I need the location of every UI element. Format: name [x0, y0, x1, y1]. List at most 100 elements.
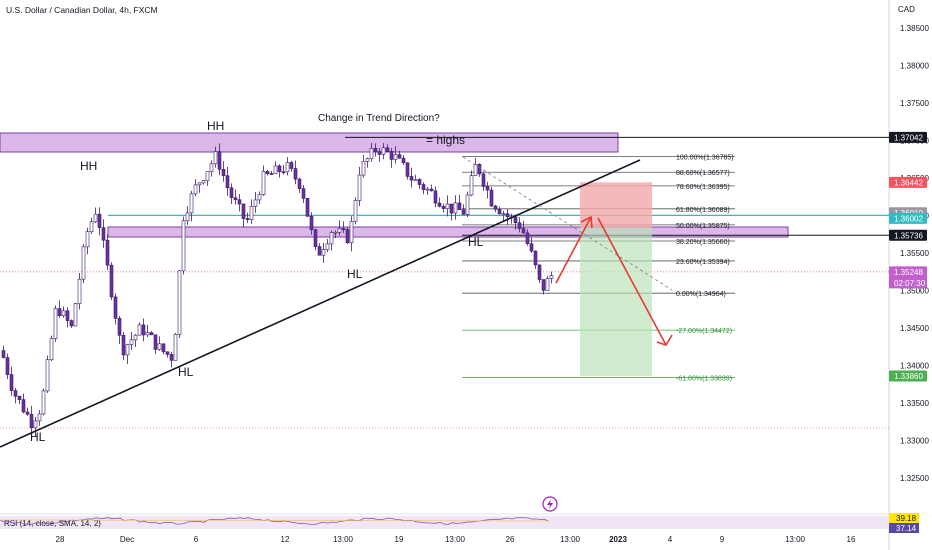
candle-body: [261, 171, 266, 195]
candle-body: [5, 357, 10, 375]
price-tick-7: 1.35000: [900, 287, 929, 296]
candle-body: [145, 332, 150, 336]
price-tag-value-0: 1.37042: [894, 133, 923, 142]
candle-body: [133, 334, 138, 341]
candle-body: [381, 147, 386, 155]
candle-body: [129, 339, 134, 345]
price-tag-5: [889, 266, 927, 289]
price-tick-2: 1.37500: [900, 99, 929, 108]
hl-label-4: HL: [30, 430, 46, 444]
candle-body: [125, 344, 130, 356]
candle-body: [41, 390, 46, 415]
horizontal-lines-layer: [0, 136, 889, 429]
time-tick-7: 26: [506, 535, 515, 544]
candle-body: [333, 231, 338, 234]
candle-body: [289, 162, 294, 169]
projection-arrowhead-down: [656, 334, 673, 346]
candle-body: [389, 151, 394, 160]
candle-body: [533, 250, 538, 266]
candle-body: [525, 232, 530, 244]
rsi-value-tag: [889, 523, 919, 533]
candle-body: [181, 220, 186, 272]
fib-label-1: 88.60%(1.36577): [676, 170, 730, 177]
take-profit-zone: [580, 227, 652, 376]
candle-body: [21, 399, 26, 413]
projection-arrow-up: [555, 216, 592, 284]
candle-body: [485, 186, 490, 191]
candle-body: [197, 182, 202, 186]
candle-body: [101, 227, 106, 241]
lightning-event-icon[interactable]: [542, 496, 558, 512]
candle-body: [357, 174, 362, 201]
fib-label-5: 38.20%(1.35660): [676, 239, 730, 246]
fib-label-4: 50.00%(1.35875): [676, 223, 730, 230]
candle-body: [85, 231, 90, 248]
rsi-sma-line: [0, 519, 551, 522]
candle-body: [497, 209, 502, 215]
fib-label-0: 100.00%(1.36785): [676, 155, 734, 162]
hh-label-2: HH: [80, 159, 97, 173]
candle-body: [425, 188, 430, 191]
candle-body: [173, 334, 178, 361]
candle-body: [185, 212, 190, 222]
price-tag-value-1: 1.36442: [894, 178, 923, 187]
candle-body: [113, 296, 118, 319]
candle-body: [97, 213, 102, 228]
candle-body: [253, 199, 258, 207]
candle-body: [201, 180, 206, 184]
candle-body: [205, 171, 210, 181]
candle-body: [141, 324, 146, 336]
candle-body: [73, 303, 78, 327]
price-tag-value-3: 1.36002: [894, 214, 923, 223]
candle-body: [281, 171, 286, 173]
candle-body: [65, 310, 70, 321]
candle-body: [445, 203, 450, 209]
candle-body: [245, 218, 250, 220]
candle-body: [225, 175, 230, 189]
time-tick-2: 6: [194, 535, 199, 544]
candle-body: [477, 163, 482, 175]
price-tick-9: 1.34000: [900, 362, 929, 371]
price-axis[interactable]: 1.385001.380001.375001.370001.365001.360…: [900, 24, 929, 483]
fib-label-2: 78.60%(1.36395): [676, 184, 730, 191]
time-tick-12: 13:00: [785, 535, 806, 544]
fib-label-7: 0.00%(1.34964): [676, 291, 726, 298]
plot-background: [0, 0, 889, 550]
candle-body: [521, 228, 526, 234]
candle-body: [337, 228, 342, 233]
price-tick-0: 1.38500: [900, 24, 929, 33]
price-tag-0: [889, 131, 927, 143]
candle-body: [161, 343, 166, 353]
candle-body: [249, 206, 254, 220]
candle-body: [549, 275, 554, 279]
time-axis[interactable]: 28 Dec 6 12 13:00 19 13:00 26 13:00 2023 4 9 13:00 16: [56, 535, 856, 544]
hl-label-3: HL: [178, 365, 194, 379]
price-tick-11: 1.33000: [900, 437, 929, 446]
price-tick-12: 1.32500: [900, 474, 929, 483]
candle-body: [193, 184, 198, 195]
candle-body: [441, 206, 446, 209]
candle-body: [481, 173, 486, 187]
price-tag-6: [889, 370, 927, 382]
resistance-zone: [0, 132, 619, 153]
price-markers-layer: 1.370421.364421.360101.360021.357361.352…: [889, 131, 927, 382]
price-tick-10: 1.33500: [900, 399, 929, 408]
candle-body: [401, 157, 406, 164]
candle-body: [117, 318, 122, 336]
candle-body: [241, 203, 246, 219]
hl-label-2: HL: [468, 235, 484, 249]
candle-body: [29, 413, 34, 429]
candle-body: [61, 310, 66, 316]
symbol-title: U.S. Dollar / Canadian Dollar, 4h, FXCM: [6, 5, 158, 15]
candle-body: [233, 197, 238, 201]
candle-body: [37, 413, 42, 422]
price-tick-6: 1.35500: [900, 249, 929, 258]
time-tick-5: 19: [395, 535, 404, 544]
time-tick-9: 2023: [609, 535, 627, 544]
projection-arrowhead-up: [580, 215, 593, 229]
candle-body: [53, 308, 58, 339]
candle-body: [489, 189, 494, 207]
time-tick-11: 9: [720, 535, 725, 544]
candle-body: [157, 343, 162, 350]
